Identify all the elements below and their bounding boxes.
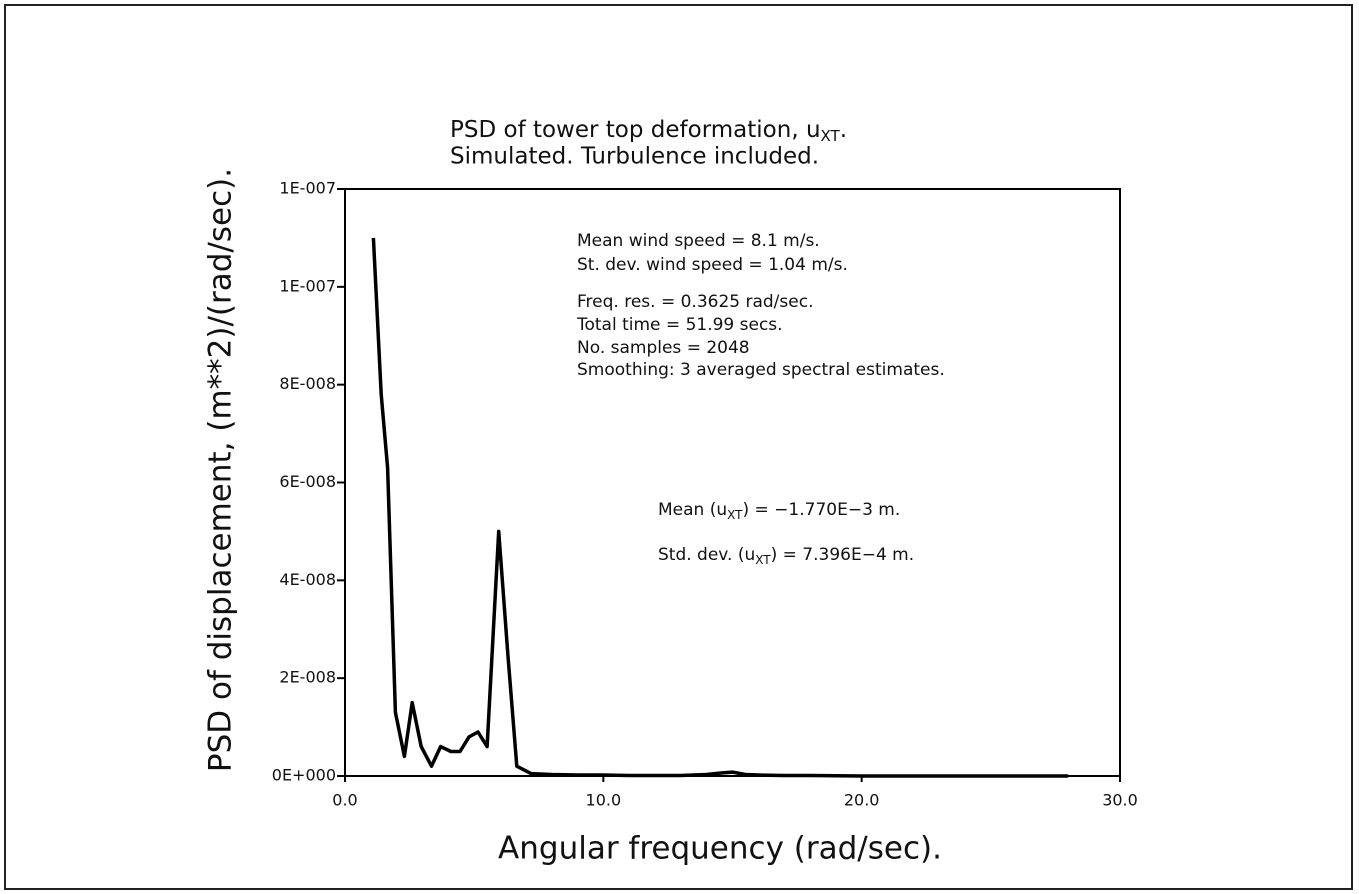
annotation-part: Total time = 51.99 secs. (576, 315, 783, 335)
annotation: Total time = 51.99 secs. (576, 315, 783, 335)
y-tick-label: 1E-007 (279, 179, 336, 198)
annotation-part: XT (727, 508, 743, 522)
annotation: St. dev. wind speed = 1.04 m/s. (577, 255, 848, 275)
y-tick-label: 0E+000 (272, 766, 336, 785)
title-part: XT (821, 127, 841, 145)
subtitle: Simulated. Turbulence included. (450, 144, 819, 170)
y-axis-label: PSD of displacement, (m**2)/(rad/sec). (203, 168, 239, 772)
annotation-part: ) = 7.396E−4 m. (771, 545, 915, 565)
title-part: PSD of tower top deformation, u (450, 117, 821, 143)
y-tick-label: 1E-007 (279, 276, 336, 295)
chart-title: PSD of tower top deformation, uXT. (450, 117, 847, 145)
x-tick-label: 0.0 (332, 791, 357, 810)
x-tick-label: 30.0 (1102, 791, 1138, 810)
annotation: Freq. res. = 0.3625 rad/sec. (577, 292, 813, 312)
annotation: Smoothing: 3 averaged spectral estimates… (577, 360, 945, 380)
annotation-part: Mean wind speed = 8.1 m/s. (577, 231, 820, 251)
annotation: Std. dev. (uXT) = 7.396E−4 m. (658, 545, 914, 567)
annotation-part: ) = −1.770E−3 m. (742, 500, 900, 520)
plot-frame (344, 188, 1121, 777)
annotation-part: XT (755, 553, 771, 567)
x-tick-label: 20.0 (844, 791, 880, 810)
y-tick-label: 4E-008 (279, 570, 336, 589)
annotation-part: Mean (u (658, 500, 727, 520)
annotation-part: Freq. res. = 0.3625 rad/sec. (577, 292, 813, 312)
annotation-part: Std. dev. (u (658, 545, 755, 565)
x-axis-label: Angular frequency (rad/sec). (498, 831, 942, 867)
annotation-part: No. samples = 2048 (577, 338, 750, 358)
y-tick-label: 6E-008 (279, 472, 336, 491)
annotation-part: Smoothing: 3 averaged spectral estimates… (577, 360, 945, 380)
annotation: Mean (uXT) = −1.770E−3 m. (658, 500, 900, 522)
y-tick-label: 8E-008 (279, 374, 336, 393)
data-line (371, 237, 1069, 778)
x-tick-label: 10.0 (586, 791, 622, 810)
annotation: Mean wind speed = 8.1 m/s. (577, 231, 820, 251)
annotation-part: St. dev. wind speed = 1.04 m/s. (577, 255, 848, 275)
page-frame (4, 4, 1353, 890)
y-tick-label: 2E-008 (279, 668, 336, 687)
title-part: . (840, 117, 847, 143)
annotation: No. samples = 2048 (577, 338, 750, 358)
